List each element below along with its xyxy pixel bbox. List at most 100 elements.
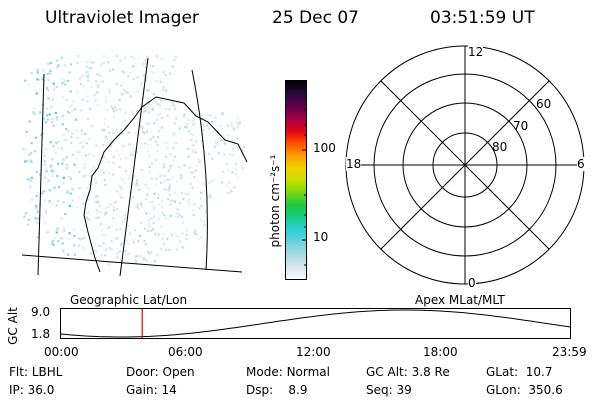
emission-pixel — [81, 132, 84, 136]
emission-pixel — [75, 129, 78, 132]
emission-pixel — [152, 135, 155, 139]
emission-pixel — [200, 140, 203, 143]
emission-pixel — [105, 207, 108, 210]
colorbar-ticks — [302, 109, 307, 266]
emission-pixel — [149, 201, 152, 204]
geographic-image-panel — [21, 55, 248, 277]
emission-pixel — [144, 259, 147, 262]
emission-pixel — [185, 237, 188, 241]
emission-pixel — [238, 121, 241, 124]
emission-pixel — [44, 148, 47, 151]
geographic-grid-lines — [21, 57, 243, 277]
emission-pixel — [134, 131, 137, 134]
emission-pixel — [90, 175, 93, 178]
emission-pixel — [133, 262, 136, 265]
geographic-label: Geographic Lat/Lon — [70, 293, 188, 307]
emission-pixel — [242, 145, 245, 149]
emission-pixel — [183, 126, 187, 129]
emission-pixel — [148, 212, 151, 215]
emission-pixel — [193, 175, 196, 179]
emission-pixel — [94, 250, 97, 253]
emission-pixel — [87, 138, 90, 141]
emission-pixel — [176, 208, 179, 211]
emission-pixel — [75, 151, 78, 154]
emission-pixel — [208, 194, 212, 197]
emission-pixel — [140, 82, 143, 85]
emission-pixel — [27, 83, 30, 86]
colorbar-tick-100: 100 — [313, 141, 336, 155]
emission-pixel — [78, 151, 81, 154]
emission-pixel — [62, 78, 65, 81]
emission-pixel — [190, 171, 194, 174]
emission-pixel — [128, 174, 131, 177]
emission-pixel — [129, 95, 132, 98]
emission-pixel — [88, 67, 91, 70]
emission-pixel — [78, 196, 81, 199]
time-tick-0000: 00:00 — [44, 345, 79, 359]
emission-pixel — [154, 159, 157, 162]
emission-pixel — [165, 107, 168, 110]
emission-pixel — [23, 160, 27, 163]
emission-pixel — [124, 217, 127, 220]
emission-pixel — [115, 252, 119, 255]
emission-pixel — [116, 208, 119, 211]
emission-pixel — [76, 206, 79, 209]
emission-pixel — [143, 240, 146, 243]
emission-pixel — [124, 111, 127, 114]
emission-pixel — [77, 55, 80, 58]
emission-pixel — [153, 93, 156, 96]
emission-pixel — [231, 154, 234, 157]
emission-pixel — [113, 209, 116, 212]
emission-pixel — [118, 98, 121, 102]
emission-pixel — [57, 186, 61, 189]
emission-pixel — [52, 124, 55, 127]
emission-pixel — [171, 65, 174, 68]
emission-pixel — [158, 130, 161, 133]
emission-pixel — [235, 168, 238, 171]
emission-pixel — [173, 155, 176, 158]
emission-pixel — [106, 108, 109, 111]
emission-pixel — [97, 216, 100, 219]
emission-pixel — [236, 117, 239, 120]
emission-pixel — [176, 235, 180, 238]
emission-pixel — [112, 217, 115, 220]
emission-pixel — [108, 91, 111, 94]
emission-pixel — [182, 115, 186, 118]
emission-pixel — [32, 107, 36, 110]
emission-pixel — [113, 237, 117, 240]
emission-pixel — [160, 200, 163, 203]
emission-pixel — [78, 187, 81, 190]
emission-pixel — [131, 153, 134, 156]
emission-pixel — [112, 161, 115, 164]
emission-pixel — [75, 157, 78, 160]
emission-pixel — [151, 200, 154, 203]
emission-pixel — [104, 122, 107, 125]
polar-mlat-mlt-grid — [345, 45, 585, 285]
emission-pixel — [127, 225, 130, 228]
emission-pixel — [150, 251, 153, 254]
emission-pixel — [142, 130, 145, 134]
emission-pixel — [119, 108, 122, 111]
emission-pixel — [135, 179, 138, 182]
emission-pixel — [190, 139, 193, 142]
emission-pixel — [70, 141, 73, 144]
emission-pixel — [179, 240, 182, 243]
emission-pixel — [56, 66, 59, 69]
emission-pixel — [170, 164, 173, 168]
emission-pixel — [174, 55, 177, 59]
emission-pixel — [162, 86, 165, 89]
emission-pixel — [99, 74, 102, 77]
emission-pixel — [173, 122, 176, 125]
emission-pixel — [47, 179, 50, 183]
emission-pixel — [231, 171, 234, 174]
emission-pixel — [49, 98, 52, 101]
emission-pixel — [208, 182, 211, 185]
emission-pixel — [83, 163, 86, 166]
emission-pixel — [97, 85, 100, 89]
emission-pixel — [237, 148, 240, 151]
emission-pixel — [95, 208, 98, 211]
emission-pixel — [62, 133, 65, 136]
emission-pixel — [234, 163, 237, 166]
emission-pixel — [47, 78, 50, 81]
status-seq: Seq: 39 — [366, 383, 412, 397]
